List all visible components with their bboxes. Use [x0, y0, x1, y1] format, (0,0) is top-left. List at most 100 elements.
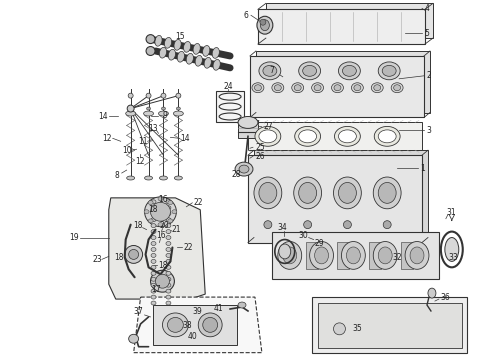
Ellipse shape	[172, 210, 177, 214]
Text: 27: 27	[263, 122, 272, 131]
Text: 2: 2	[427, 71, 431, 80]
Ellipse shape	[283, 247, 297, 264]
Ellipse shape	[159, 47, 167, 58]
Ellipse shape	[343, 66, 356, 76]
Ellipse shape	[155, 35, 162, 46]
Ellipse shape	[166, 265, 171, 269]
Ellipse shape	[166, 218, 171, 222]
Text: 23: 23	[92, 255, 101, 264]
Ellipse shape	[145, 176, 152, 180]
Ellipse shape	[166, 200, 171, 204]
Ellipse shape	[343, 221, 351, 229]
Ellipse shape	[378, 62, 400, 80]
Ellipse shape	[176, 107, 180, 110]
Ellipse shape	[146, 46, 155, 55]
Text: 26: 26	[255, 152, 265, 161]
Ellipse shape	[198, 313, 222, 337]
Bar	[248, 155, 422, 243]
Text: 6: 6	[244, 11, 248, 20]
Polygon shape	[256, 51, 430, 113]
Ellipse shape	[166, 289, 171, 293]
Bar	[216, 91, 244, 122]
Polygon shape	[312, 297, 467, 353]
Text: 18: 18	[133, 221, 143, 230]
Text: 35: 35	[352, 324, 362, 333]
Ellipse shape	[279, 244, 291, 259]
Ellipse shape	[204, 58, 211, 68]
Ellipse shape	[203, 318, 218, 332]
Ellipse shape	[378, 130, 396, 143]
Ellipse shape	[354, 85, 361, 91]
Ellipse shape	[314, 85, 321, 91]
Ellipse shape	[168, 49, 175, 60]
Ellipse shape	[257, 16, 273, 34]
Ellipse shape	[168, 201, 173, 204]
Ellipse shape	[342, 242, 366, 269]
Ellipse shape	[158, 223, 163, 227]
Ellipse shape	[144, 111, 153, 116]
Ellipse shape	[151, 212, 156, 216]
Ellipse shape	[203, 45, 210, 56]
Ellipse shape	[166, 247, 171, 251]
Text: 20: 20	[160, 221, 169, 230]
Ellipse shape	[252, 83, 264, 93]
Ellipse shape	[274, 85, 281, 91]
Ellipse shape	[393, 85, 401, 91]
Ellipse shape	[278, 242, 302, 269]
Text: 25: 25	[255, 143, 265, 152]
Ellipse shape	[129, 249, 139, 260]
Ellipse shape	[299, 62, 320, 80]
Text: 19: 19	[69, 233, 79, 242]
Ellipse shape	[174, 40, 181, 50]
Ellipse shape	[405, 242, 429, 269]
Text: 13: 13	[147, 124, 157, 133]
Ellipse shape	[151, 260, 156, 264]
Ellipse shape	[158, 111, 169, 116]
Ellipse shape	[166, 224, 171, 228]
Ellipse shape	[334, 323, 345, 335]
Ellipse shape	[294, 85, 301, 91]
Text: 22: 22	[184, 243, 193, 252]
Ellipse shape	[374, 126, 400, 146]
Ellipse shape	[165, 37, 172, 48]
Ellipse shape	[259, 62, 281, 80]
Ellipse shape	[166, 260, 171, 264]
Ellipse shape	[339, 130, 356, 143]
Ellipse shape	[294, 126, 320, 146]
Ellipse shape	[299, 183, 317, 203]
Ellipse shape	[151, 253, 156, 257]
Ellipse shape	[151, 206, 156, 210]
Ellipse shape	[124, 246, 143, 264]
Ellipse shape	[176, 93, 181, 98]
Text: 5: 5	[424, 29, 429, 38]
Text: 28: 28	[231, 170, 241, 179]
Ellipse shape	[373, 242, 397, 269]
Ellipse shape	[292, 83, 304, 93]
Ellipse shape	[351, 83, 363, 93]
Ellipse shape	[168, 219, 173, 223]
Polygon shape	[254, 150, 428, 238]
Ellipse shape	[151, 301, 156, 305]
Ellipse shape	[382, 66, 396, 76]
Ellipse shape	[151, 230, 156, 234]
Ellipse shape	[174, 176, 182, 180]
Polygon shape	[109, 198, 205, 299]
Ellipse shape	[146, 93, 151, 98]
Ellipse shape	[263, 66, 277, 76]
Bar	[238, 121, 258, 138]
Text: 15: 15	[175, 32, 185, 41]
Polygon shape	[134, 297, 262, 353]
Ellipse shape	[272, 83, 284, 93]
Ellipse shape	[254, 177, 282, 209]
Text: 40: 40	[188, 332, 197, 341]
Text: 22: 22	[194, 198, 203, 207]
Ellipse shape	[260, 19, 266, 25]
Text: 16: 16	[159, 195, 168, 204]
Text: 12: 12	[135, 157, 145, 166]
Bar	[369, 242, 381, 269]
Ellipse shape	[213, 59, 220, 70]
Text: 14: 14	[180, 134, 190, 143]
Bar	[250, 56, 424, 117]
Ellipse shape	[159, 176, 168, 180]
Ellipse shape	[315, 247, 328, 264]
